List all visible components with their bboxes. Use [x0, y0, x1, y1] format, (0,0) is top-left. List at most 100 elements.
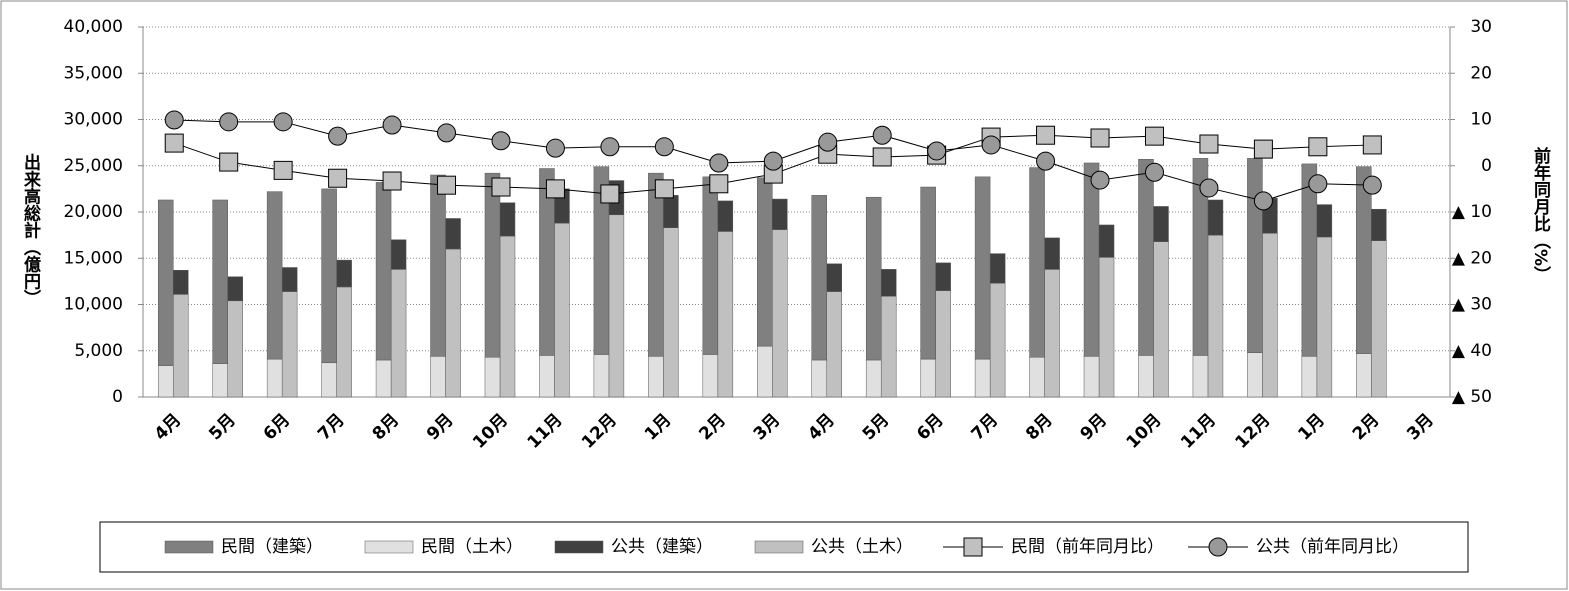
bar: [1207, 199, 1224, 236]
marker: [1036, 151, 1056, 171]
bar: [974, 176, 991, 360]
bar: [1153, 241, 1169, 398]
marker: [818, 132, 838, 152]
marker: [600, 184, 620, 204]
marker: [981, 135, 1001, 155]
bar: [336, 286, 352, 398]
y-axis-title: 出来高総計（億円）: [20, 152, 42, 306]
bar: [266, 358, 283, 398]
bar: [1029, 356, 1045, 398]
bar: [445, 248, 461, 398]
y2-tick-label: ▲ 30: [1452, 295, 1492, 315]
legend-label: 民間（土木）: [421, 537, 523, 557]
marker: [491, 177, 511, 197]
marker: [491, 131, 511, 151]
marker: [1308, 174, 1328, 194]
bar: [1301, 356, 1318, 398]
bar: [1316, 204, 1333, 238]
bar: [554, 222, 570, 398]
bar: [974, 358, 991, 398]
legend-swatch: [364, 540, 414, 554]
bar: [865, 196, 882, 361]
legend-label: 公共（土木）: [811, 537, 913, 557]
bar: [1371, 240, 1387, 398]
bar: [880, 269, 897, 297]
bar: [608, 214, 625, 398]
marker: [273, 112, 293, 132]
bar: [1153, 206, 1169, 242]
legend-label: 公共（前年同月比）: [1256, 537, 1409, 557]
bar: [989, 253, 1006, 284]
bar: [539, 168, 555, 356]
marker: [654, 137, 674, 157]
marker: [382, 171, 402, 191]
bar: [920, 358, 936, 398]
bar: [172, 294, 189, 398]
bar: [157, 199, 174, 366]
bar: [663, 227, 679, 398]
marker: [1036, 125, 1056, 145]
marker: [1308, 137, 1328, 157]
y2-tick-label: 0: [1481, 156, 1492, 176]
bar: [281, 267, 298, 292]
y-tick-label: 30,000: [64, 110, 123, 130]
bar: [445, 218, 461, 250]
bar: [430, 356, 446, 398]
marker: [273, 160, 293, 180]
marker: [1090, 128, 1110, 148]
bar: [539, 355, 555, 398]
y-tick-label: 25,000: [64, 156, 123, 176]
bar: [227, 276, 243, 302]
legend-label: 民間（前年同月比）: [1011, 537, 1164, 557]
marker: [1253, 191, 1273, 211]
y2-tick-label: 10: [1470, 110, 1492, 130]
marker: [1199, 134, 1219, 154]
bar: [935, 262, 951, 291]
marker: [219, 112, 239, 132]
marker: [1144, 162, 1164, 182]
bar: [1044, 237, 1060, 270]
bar: [1262, 233, 1278, 398]
marker: [600, 137, 620, 157]
marker: [763, 151, 783, 171]
bar: [1247, 352, 1263, 398]
bar: [920, 186, 936, 360]
bar: [266, 191, 283, 360]
y-tick-label: 35,000: [64, 63, 123, 83]
bar: [826, 263, 842, 292]
bar: [1371, 208, 1387, 241]
bar: [1138, 159, 1154, 356]
bar: [375, 182, 392, 361]
bar: [593, 354, 610, 398]
marker: [1199, 178, 1219, 198]
bar: [430, 174, 446, 357]
y-tick-label: 15,000: [64, 248, 123, 268]
bar: [1098, 224, 1115, 258]
bar: [336, 259, 352, 288]
bar: [281, 291, 298, 398]
y2-tick-label: ▲ 50: [1452, 387, 1492, 407]
marker: [545, 179, 565, 199]
marker: [328, 126, 348, 146]
bar: [321, 362, 337, 398]
bar: [702, 354, 719, 398]
bar: [702, 176, 719, 355]
marker: [437, 175, 457, 195]
bar: [1083, 356, 1100, 398]
y-tick-label: 40,000: [64, 17, 123, 37]
marker: [654, 179, 674, 199]
bar: [826, 291, 842, 398]
bar: [757, 177, 773, 347]
marker: [927, 141, 947, 161]
y2-tick-label: ▲ 40: [1452, 341, 1492, 361]
marker: [1090, 170, 1110, 190]
bar: [1192, 355, 1209, 398]
bar: [772, 198, 788, 230]
marker: [219, 152, 239, 172]
bar: [1356, 353, 1372, 398]
legend-marker: [963, 537, 983, 557]
bar: [880, 295, 897, 398]
bar: [1192, 158, 1209, 356]
y-tick-label: 0: [112, 387, 123, 407]
